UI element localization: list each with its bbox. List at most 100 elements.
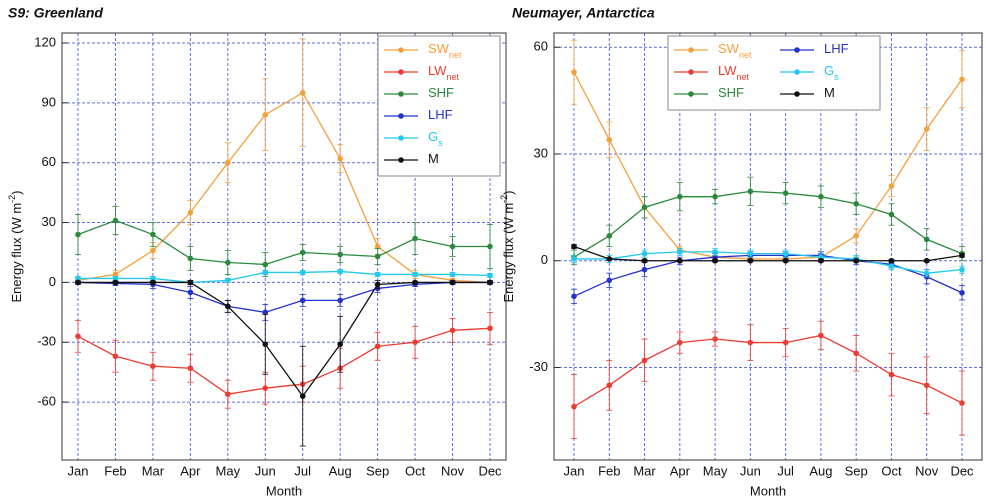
data-point: [677, 339, 683, 346]
legend-label: SHF: [718, 85, 744, 100]
y-axis-label-end: ): [501, 190, 516, 194]
data-point: [959, 289, 965, 296]
x-tick-label: Sep: [845, 463, 868, 478]
data-point: [959, 76, 965, 83]
data-point: [262, 309, 269, 316]
y-axis-label: Energy flux (W m-2): [499, 190, 516, 302]
data-point: [262, 112, 269, 118]
y-tick-label: 0: [49, 274, 56, 289]
data-point: [959, 400, 965, 406]
x-tick-label: Feb: [104, 463, 126, 478]
y-tick-label: -60: [37, 394, 56, 409]
data-point: [374, 253, 381, 260]
legend-label: M: [428, 151, 439, 166]
data-point: [337, 268, 343, 275]
data-point: [923, 270, 930, 276]
legend-label: Gs: [428, 129, 443, 148]
data-point: [888, 371, 895, 378]
series-line: [77, 91, 491, 284]
y-tick-label: 60: [42, 154, 56, 169]
data-point: [262, 261, 269, 268]
data-point: [225, 259, 231, 266]
data-point: [374, 343, 381, 350]
data-point: [959, 266, 965, 273]
legend-box: [377, 35, 501, 177]
data-point: [641, 204, 648, 211]
y-axis-label-text: Energy flux (W m: [501, 203, 516, 303]
data-point: [449, 271, 456, 278]
data-point: [747, 339, 754, 346]
data-point: [712, 249, 718, 255]
y-axis-label-end: ): [9, 190, 24, 194]
x-tick-label: Apr: [670, 463, 691, 478]
x-tick-label: Jul: [294, 463, 311, 478]
data-point: [487, 243, 493, 250]
data-point: [75, 279, 81, 286]
legend-name: G: [824, 63, 834, 78]
data-point: [571, 293, 577, 300]
series-line: [78, 270, 491, 284]
data-point: [818, 193, 824, 200]
data-point: [888, 211, 895, 218]
legend-marker: [794, 69, 800, 75]
x-tick-label: May: [703, 463, 728, 478]
x-tick-label: Jan: [564, 463, 585, 478]
data-point: [487, 272, 493, 279]
y-tick-label: 30: [42, 214, 56, 229]
data-point: [712, 257, 718, 264]
data-point: [299, 393, 306, 399]
data-point: [112, 353, 119, 360]
data-point: [299, 297, 306, 304]
data-point: [888, 183, 895, 189]
legend-name: SHF: [428, 85, 454, 100]
data-point: [606, 136, 613, 143]
data-point: [747, 188, 754, 195]
legend-label: LHF: [428, 107, 453, 122]
series-line: [574, 251, 963, 274]
legend-name: M: [824, 85, 835, 100]
data-point: [782, 257, 789, 264]
data-point: [337, 155, 343, 162]
x-tick-label: Jun: [740, 463, 761, 478]
data-point: [641, 266, 648, 273]
data-point: [449, 243, 456, 250]
data-point: [888, 257, 895, 264]
legend-name: SW: [718, 41, 740, 56]
x-tick-label: Oct: [405, 463, 426, 478]
legend-name: LW: [718, 63, 737, 78]
legend-subscript: net: [449, 50, 462, 60]
series-line: [573, 190, 963, 258]
legend-name: LHF: [824, 41, 849, 56]
series-line: [77, 219, 490, 266]
legend-name: M: [428, 151, 439, 166]
data-point: [853, 233, 859, 239]
data-point: [923, 382, 930, 389]
data-point: [487, 279, 493, 286]
data-point: [374, 271, 381, 278]
data-point: [225, 159, 231, 166]
data-point: [374, 281, 381, 288]
y-axis-label-sup: -2: [499, 195, 509, 203]
legend-label: LWnet: [718, 63, 750, 82]
x-tick-label: Dec: [950, 463, 974, 478]
data-point: [923, 236, 930, 243]
legend-name: SW: [428, 41, 450, 56]
y-tick-label: 60: [534, 39, 548, 54]
data-point: [412, 271, 418, 278]
legend-marker: [398, 91, 404, 97]
data-point: [75, 333, 81, 340]
x-tick-label: Jul: [777, 463, 794, 478]
data-point: [747, 257, 754, 264]
chart-title: Neumayer, Antarctica: [512, 5, 655, 21]
data-point: [853, 201, 859, 207]
y-tick-label: 30: [534, 145, 548, 160]
plot-frame: [553, 32, 983, 461]
legend-label: M: [824, 85, 835, 100]
legend-marker: [794, 47, 800, 53]
legend-subscript: net: [737, 72, 750, 82]
data-point: [337, 251, 343, 258]
data-point: [262, 269, 269, 276]
data-point: [75, 275, 81, 282]
legend-name: LHF: [428, 107, 453, 122]
